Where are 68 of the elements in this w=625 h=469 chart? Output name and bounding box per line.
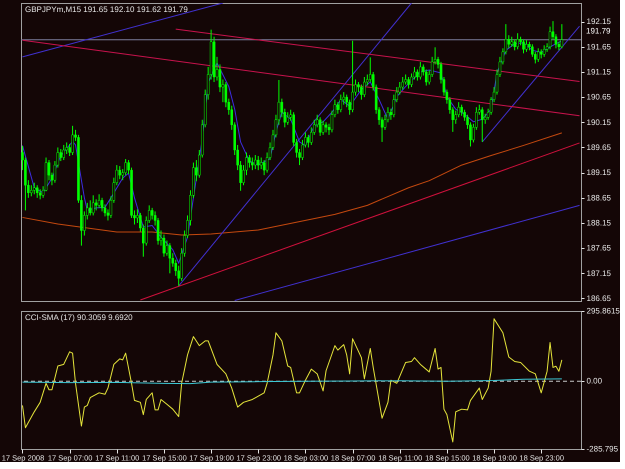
candlestick: [88, 200, 92, 216]
candlestick: [522, 38, 525, 54]
candlestick: [262, 160, 266, 176]
candlestick: [94, 198, 98, 211]
candlestick: [351, 40, 354, 113]
candlestick: [363, 76, 366, 98]
candlestick: [318, 116, 322, 136]
candlestick: [324, 122, 328, 133]
candlestick: [38, 188, 42, 200]
candlestick: [168, 242, 172, 274]
y-tick-label: 191.15: [586, 67, 612, 76]
y-tick-label: 0.00: [586, 376, 603, 386]
line-series: [22, 132, 562, 236]
y-tick-label: -285.795: [586, 444, 619, 454]
candlestick: [507, 34, 510, 49]
candlestick: [162, 234, 166, 258]
candlestick: [360, 84, 363, 100]
candlestick: [286, 112, 290, 126]
y-tick-label: 295.8615: [586, 306, 620, 316]
candlestick: [124, 158, 127, 176]
y-tick-label: 187.15: [586, 268, 612, 278]
candlestick: [401, 76, 404, 90]
candlestick: [542, 44, 546, 58]
ref-line-label: 191.79: [586, 26, 612, 36]
y-tick-label: 188.65: [586, 193, 612, 202]
line-series: [22, 40, 562, 264]
candlestick: [59, 148, 62, 162]
candlestick: [516, 32, 519, 50]
candlestick: [251, 157, 254, 171]
chart-title: GBPJPYm,M15 191.65 192.10 191.62 191.79: [25, 5, 188, 14]
candlestick: [540, 48, 543, 59]
y-tick-label: 192.15: [586, 17, 612, 26]
chart-title: CCI-SMA (17) 90.3059 9.6920: [25, 313, 134, 322]
candlestick: [32, 182, 36, 195]
candlestick: [407, 76, 410, 90]
y-tick-label: 190.15: [586, 118, 612, 127]
candlestick: [92, 194, 95, 216]
candlestick: [256, 156, 260, 171]
candlestick: [98, 194, 100, 208]
candlestick: [322, 120, 324, 136]
candlestick: [248, 154, 251, 168]
candlestick: [480, 106, 484, 142]
candlestick: [513, 38, 516, 51]
y-tick-label: 188.15: [586, 218, 612, 228]
candlestick: [510, 36, 514, 48]
candlestick: [36, 184, 39, 198]
y-tick-label: 189.15: [586, 168, 612, 178]
candlestick: [254, 154, 257, 170]
y-tick-label: 191.65: [586, 42, 612, 52]
candlestick: [560, 24, 564, 49]
candlestick: [166, 240, 168, 256]
y-tick-label: 187.65: [586, 244, 612, 253]
candlestick: [336, 102, 340, 114]
candlestick: [260, 157, 263, 170]
candlestick: [30, 184, 33, 197]
candlestick: [62, 144, 66, 161]
candlestick: [416, 68, 419, 82]
candlestick: [339, 94, 342, 113]
y-tick-label: 189.65: [586, 142, 612, 152]
candlestick: [307, 134, 310, 148]
candlestick: [525, 40, 528, 52]
candlestick: [419, 61, 422, 80]
candlestick: [536, 48, 540, 62]
candlestick: [424, 68, 428, 86]
candlestick: [404, 74, 407, 86]
y-tick-label: 186.65: [586, 294, 612, 303]
candlestick: [71, 125, 74, 156]
y-tick-label: 190.65: [586, 92, 612, 102]
